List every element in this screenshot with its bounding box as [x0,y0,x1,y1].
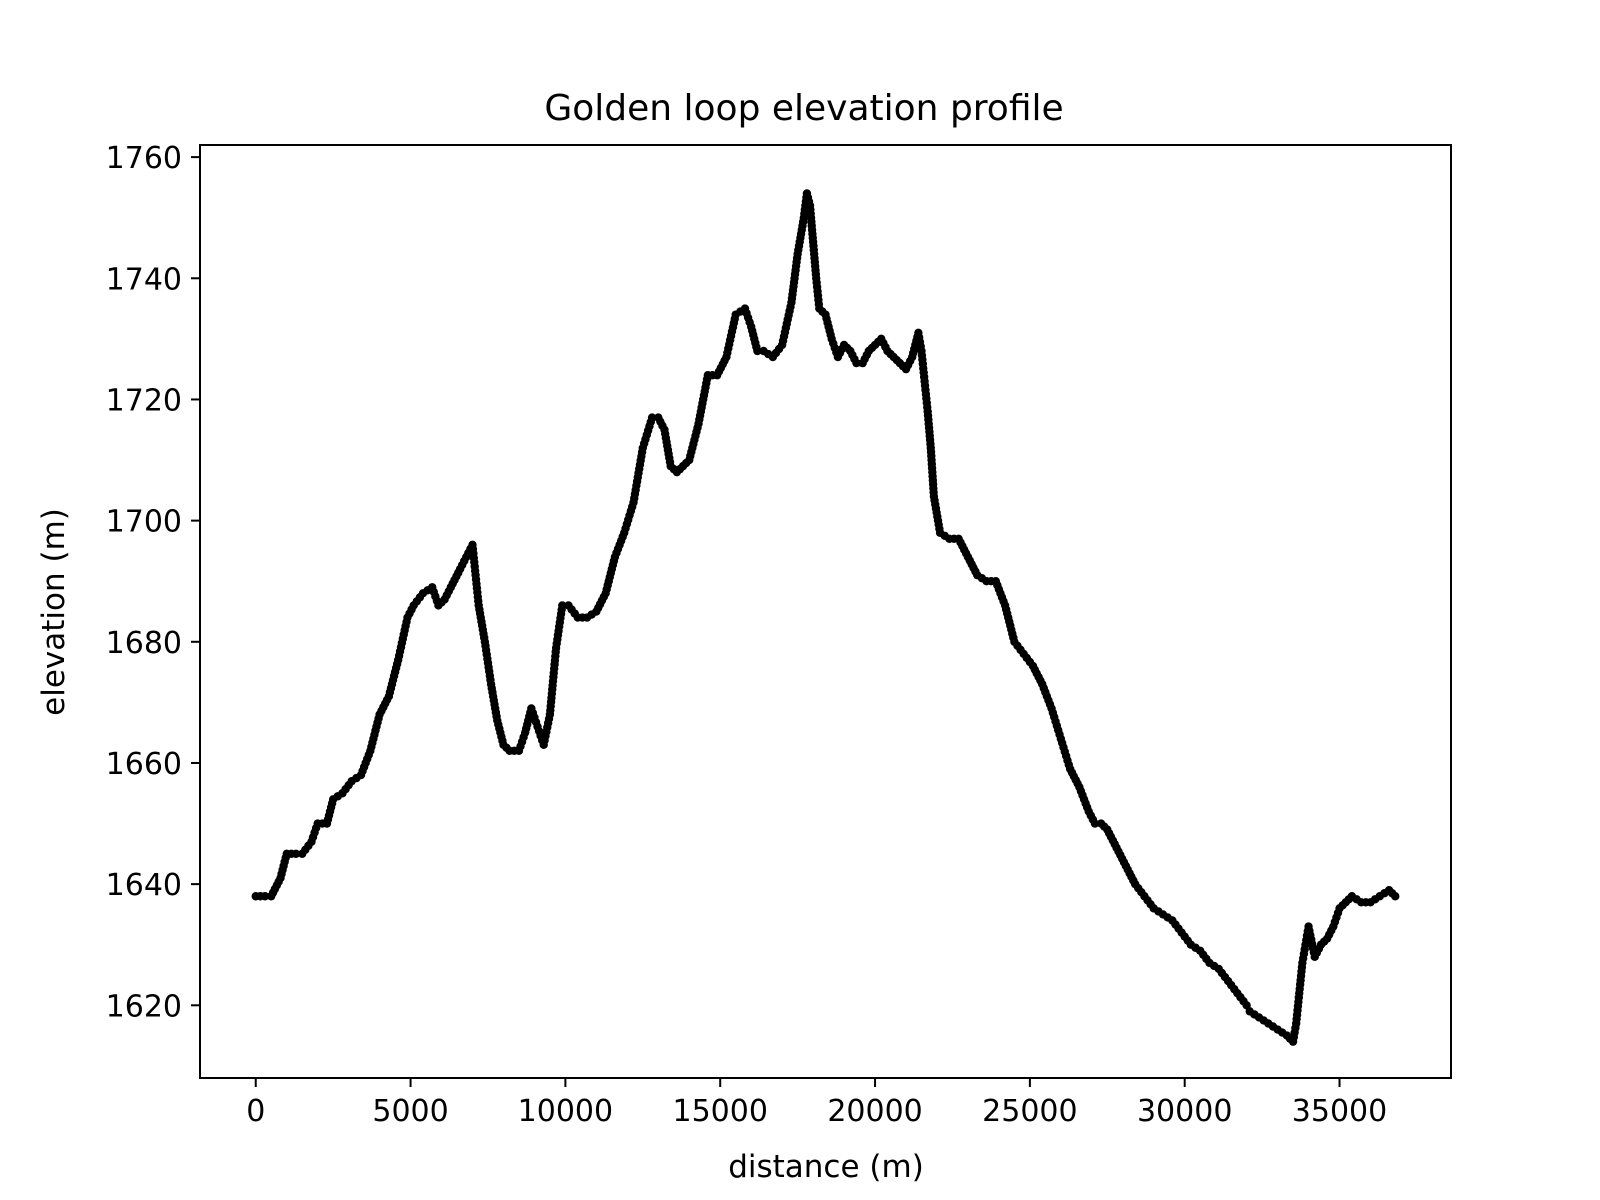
x-tick-label: 5000 [372,1094,448,1129]
y-tick-label: 1640 [106,868,182,903]
x-tick-label: 30000 [1137,1094,1232,1129]
y-tick-label: 1760 [106,141,182,176]
data-points [251,189,1400,1046]
y-tick-label: 1720 [106,383,182,418]
plot-frame [199,144,1452,1079]
data-point [647,413,657,422]
data-point [291,849,301,859]
data-point [753,346,762,356]
data-point [852,358,861,368]
y-tick-label: 1660 [106,747,182,782]
x-tick-label: 35000 [1292,1094,1387,1129]
y-tick-label: 1620 [106,989,182,1024]
x-axis-label: distance (m) [728,1149,924,1185]
x-tick-label: 15000 [672,1094,767,1129]
chart-title: Golden loop elevation profile [544,88,1063,129]
data-point [260,892,270,901]
x-tick-label: 25000 [982,1094,1077,1129]
x-tick-label: 0 [246,1094,265,1129]
y-tick-label: 1680 [106,626,182,661]
y-axis-label: elevation (m) [36,508,72,716]
data-point [1090,819,1100,828]
x-tick-label: 20000 [827,1094,922,1129]
x-axis: 0 5000 10000 15000 20000 25000 30000 35000 [246,1078,1387,1129]
y-tick-label: 1700 [106,505,182,540]
data-point [558,601,567,610]
y-tick-label: 1740 [106,262,182,297]
x-tick-label: 10000 [518,1094,613,1129]
y-axis: 1620 1640 1660 1680 1700 1720 1740 1760 [106,141,200,1024]
data-point [1391,892,1400,901]
